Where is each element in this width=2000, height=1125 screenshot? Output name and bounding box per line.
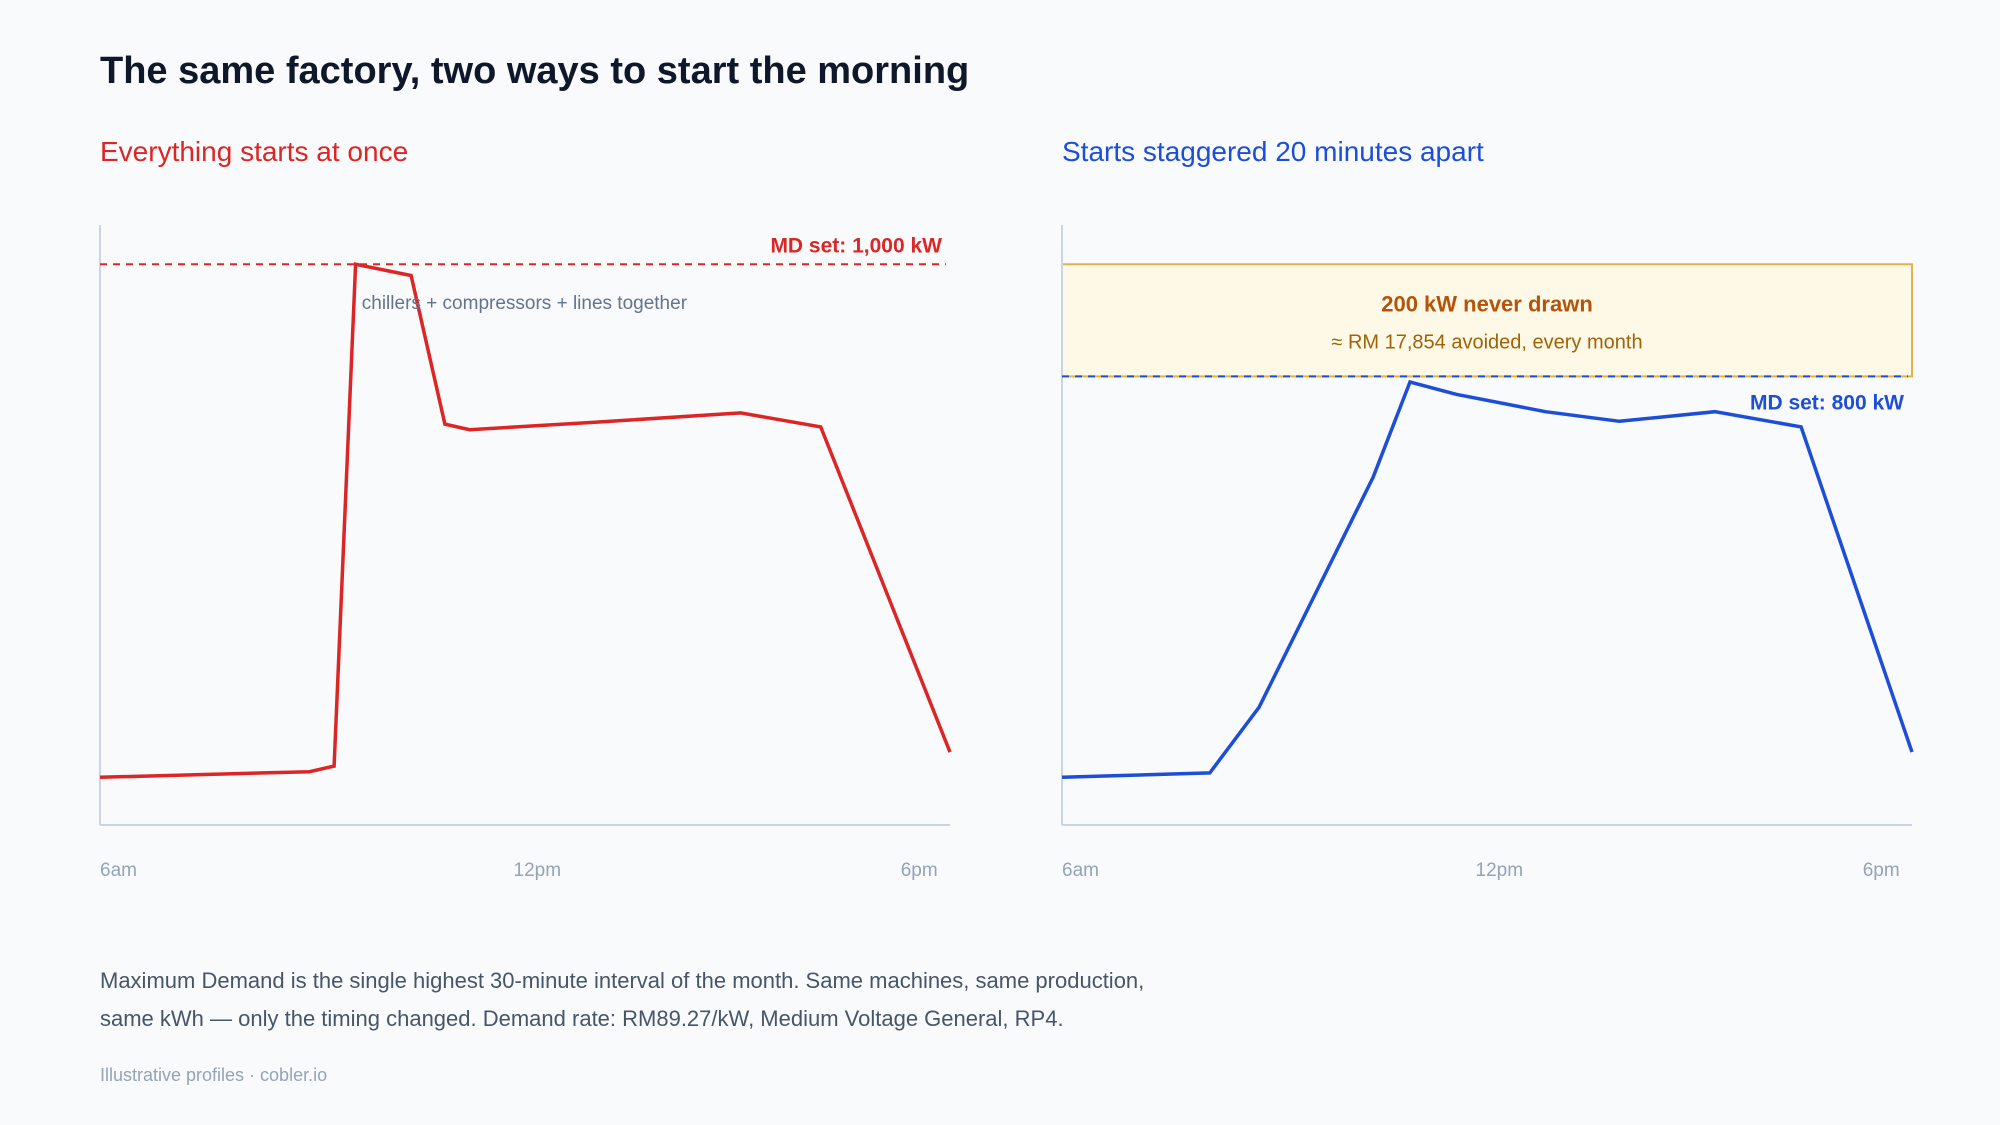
footnote-line-1: Maximum Demand is the single highest 30-… — [100, 968, 1145, 993]
left-x-tick-6am: 6am — [100, 860, 137, 881]
right-x-tick-12pm: 12pm — [1476, 860, 1524, 881]
right-savings-title: 200 kW never drawn — [1381, 291, 1593, 316]
page-title: The same factory, two ways to start the … — [100, 50, 970, 92]
left-md-label: MD set: 1,000 kW — [770, 234, 942, 257]
left-annotation: chillers + compressors + lines together — [362, 293, 688, 314]
source-credit: Illustrative profiles · cobler.io — [100, 1065, 328, 1085]
right-savings-subtitle: ≈ RM 17,854 avoided, every month — [1331, 331, 1642, 353]
left-demand-line — [99, 262, 952, 780]
right-chart: 200 kW never drawn ≈ RM 17,854 avoided, e… — [1061, 225, 1914, 881]
right-panel-title: Starts staggered 20 minutes apart — [1062, 136, 1484, 167]
right-demand-line — [1061, 379, 1914, 780]
left-panel-title: Everything starts at once — [100, 136, 409, 167]
left-x-tick-12pm: 12pm — [514, 860, 562, 881]
footnote: Maximum Demand is the single highest 30-… — [100, 962, 1400, 1038]
footnote-line-2: same kWh — only the timing changed. Dema… — [100, 1006, 1064, 1031]
right-x-tick-6am: 6am — [1062, 860, 1099, 881]
right-md-label: MD set: 800 kW — [1750, 391, 1904, 414]
right-x-tick-6pm: 6pm — [1863, 860, 1900, 881]
left-x-tick-6pm: 6pm — [901, 860, 938, 881]
left-chart: MD set: 1,000 kW chillers + compressors +… — [99, 225, 952, 881]
right-savings-band — [1061, 263, 1913, 378]
